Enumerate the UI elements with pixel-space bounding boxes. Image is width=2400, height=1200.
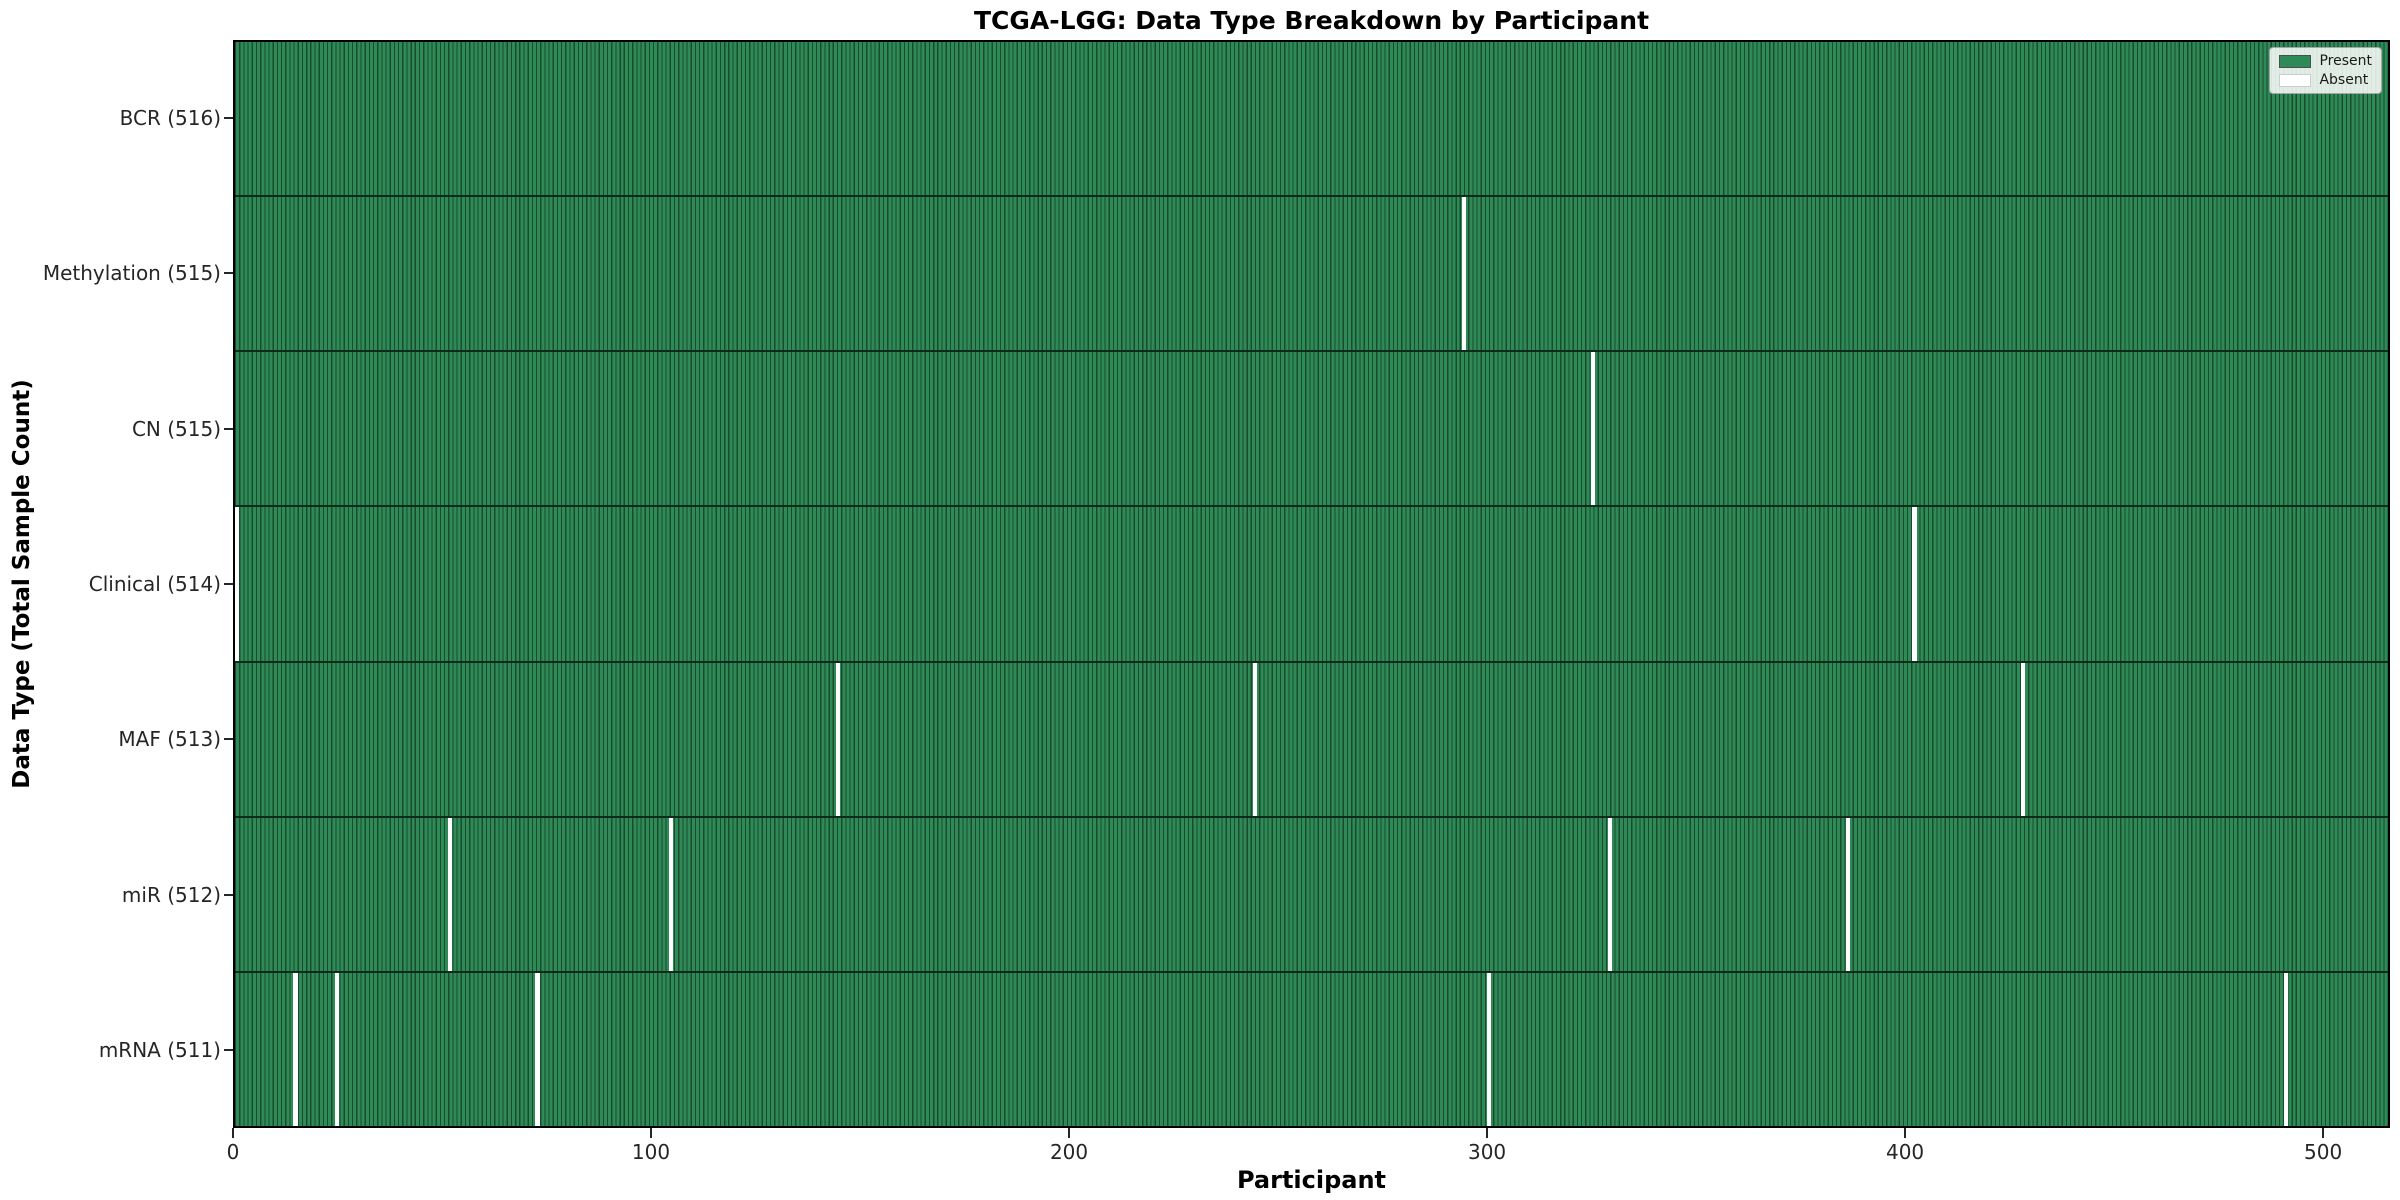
x-tick-mark — [1068, 1128, 1071, 1138]
x-tick-mark — [1486, 1128, 1489, 1138]
absent-marker — [1461, 197, 1466, 351]
absent-marker — [2020, 662, 2025, 816]
y-tick-mark — [224, 272, 233, 275]
x-tick-mark — [1904, 1128, 1907, 1138]
y-tick-mark — [224, 893, 233, 896]
absent-marker — [1253, 662, 1258, 816]
legend-entry-absent: Absent — [2279, 73, 2372, 87]
x-tick-label: 200 — [1049, 1140, 1089, 1164]
row-cn — [235, 352, 2388, 508]
legend: Present Absent — [2269, 47, 2382, 94]
y-tick-label-mrna: mRNA (511) — [98, 1038, 221, 1063]
absent-marker — [447, 817, 452, 971]
chart-title: TCGA-LGG: Data Type Breakdown by Partici… — [973, 6, 1650, 35]
absent-marker — [1845, 817, 1850, 971]
y-tick-label-mir: miR (512) — [121, 882, 221, 907]
row-mir — [235, 817, 2388, 973]
absent-marker — [235, 507, 240, 661]
absent-marker — [668, 817, 674, 971]
absent-marker — [293, 972, 298, 1126]
absent-marker — [1912, 507, 1917, 661]
x-axis-label: Participant — [1236, 1166, 1387, 1194]
x-tick-mark — [2322, 1128, 2325, 1138]
absent-marker — [335, 972, 340, 1126]
absent-marker — [2283, 972, 2288, 1126]
row-bcr — [235, 42, 2388, 198]
x-tick-mark — [232, 1128, 234, 1138]
row-clinical — [235, 507, 2388, 663]
legend-label: Absent — [2319, 72, 2369, 88]
y-tick-mark — [224, 738, 233, 741]
x-tick-label: 400 — [1885, 1140, 1925, 1164]
x-tick-mark — [650, 1128, 653, 1138]
y-tick-label-maf: MAF (513) — [118, 727, 221, 752]
row-maf — [235, 662, 2388, 818]
x-tick-label: 100 — [631, 1140, 671, 1164]
absent-marker — [1486, 972, 1491, 1126]
row-mrna — [235, 972, 2388, 1126]
y-tick-mark — [224, 583, 233, 585]
y-tick-label-bcr: BCR (516) — [119, 105, 221, 130]
y-tick-mark — [224, 1049, 233, 1052]
legend-label: Present — [2319, 53, 2372, 69]
y-tick-label-methylation: Methylation (515) — [42, 261, 221, 286]
absent-marker — [535, 972, 540, 1126]
row-methylation — [235, 197, 2388, 353]
y-axis-label: Data Type (Total Sample Count) — [9, 379, 35, 789]
y-tick-label-clinical: Clinical (514) — [88, 572, 221, 596]
y-tick-mark — [224, 427, 233, 430]
x-tick-label: 0 — [226, 1140, 240, 1164]
absent-marker — [1591, 352, 1596, 506]
plot-area: Present Absent — [233, 40, 2390, 1128]
x-tick-label: 500 — [2304, 1140, 2343, 1164]
legend-swatch-icon — [2279, 73, 2312, 87]
legend-entry-present: Present — [2279, 54, 2372, 68]
y-tick-label-cn: CN (515) — [131, 416, 221, 441]
x-tick-label: 300 — [1467, 1140, 1507, 1164]
legend-swatch-icon — [2279, 54, 2312, 68]
y-tick-mark — [224, 116, 233, 119]
absent-marker — [1607, 817, 1612, 971]
absent-marker — [835, 662, 840, 816]
